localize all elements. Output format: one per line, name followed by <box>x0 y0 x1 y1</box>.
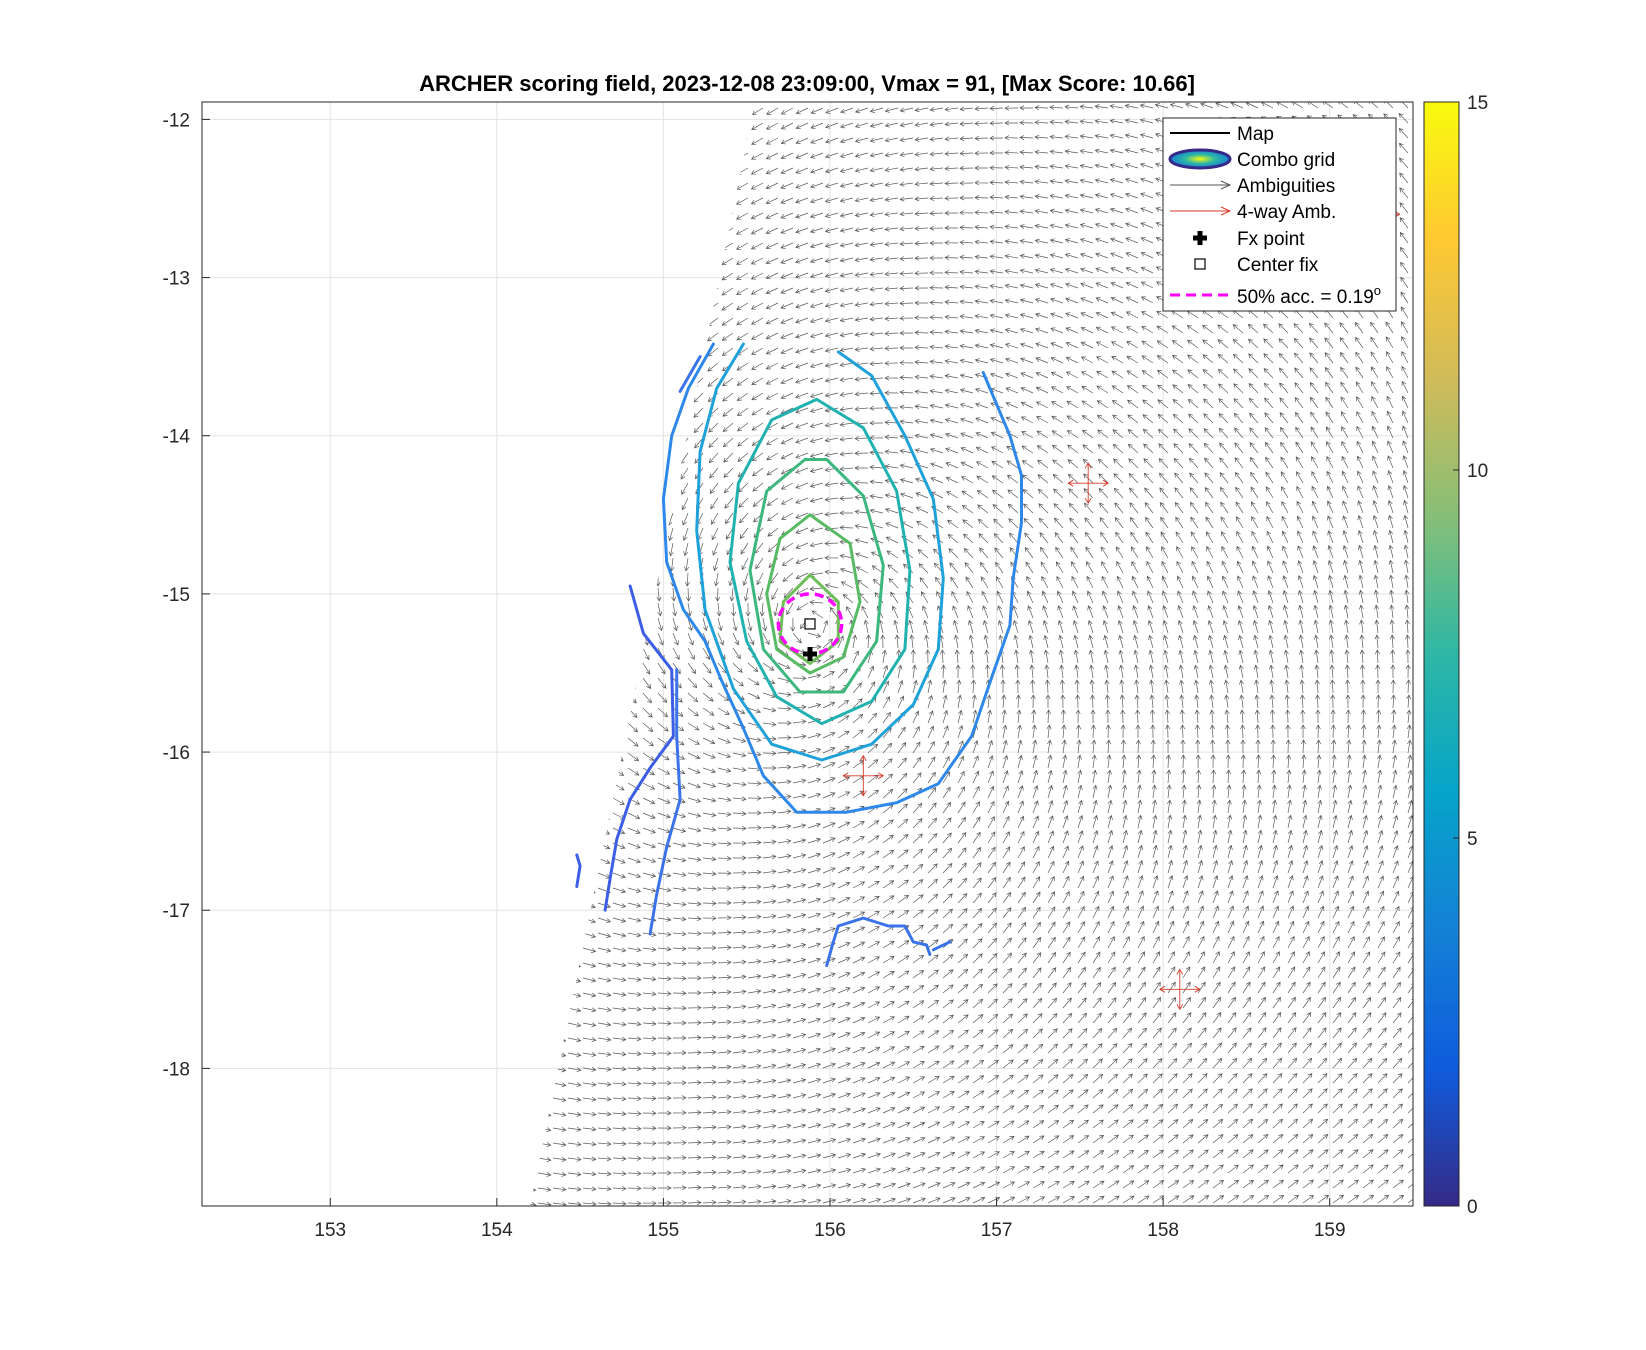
x-tick-label: 154 <box>481 1220 513 1241</box>
y-axis-ticks: -12 -13 -14 -15 -16 -17 -18 <box>163 110 210 1080</box>
score-contour <box>728 397 912 726</box>
x-tick-label: 155 <box>648 1220 680 1241</box>
x-tick-label: 158 <box>1147 1220 1179 1241</box>
score-contour <box>575 853 582 888</box>
plot-frame <box>201 101 1414 1207</box>
y-tick-label: -18 <box>163 1059 190 1080</box>
score-contour <box>931 940 952 952</box>
legend-4way-label: 4-way Amb. <box>1237 202 1336 223</box>
legend-combo-label: Combo grid <box>1237 150 1335 171</box>
fix-markers <box>776 592 844 661</box>
legend-center-fix-label: Center fix <box>1237 255 1319 276</box>
wind-vector-field <box>530 102 1413 1206</box>
score-contour <box>825 916 932 968</box>
score-contour <box>603 584 675 912</box>
legend: Map Combo grid Ambiguities 4-way Amb. Fx… <box>1162 117 1397 312</box>
legend-ambiguities-arrowhead <box>1220 180 1232 190</box>
four-way-ambiguities <box>842 193 1401 1011</box>
colorbar-tick-label: 15 <box>1467 93 1488 114</box>
y-tick-label: -17 <box>163 901 190 922</box>
score-contour <box>765 513 862 675</box>
colorbar-tick-label: 5 <box>1467 829 1478 850</box>
y-tick-label: -14 <box>163 427 191 448</box>
score-contour <box>648 668 682 936</box>
x-axis-ticks: 153 154 155 156 157 158 159 <box>314 1198 1346 1241</box>
y-tick-label: -16 <box>163 743 190 764</box>
score-contour <box>695 342 945 762</box>
legend-map-label: Map <box>1237 124 1274 145</box>
colorbar-tick-label: 0 <box>1467 1197 1478 1218</box>
legend-accuracy-label: 50% acc. = 0.19o <box>1237 283 1381 308</box>
colorbar: 0 5 10 15 <box>1423 93 1488 1218</box>
y-tick-label: -15 <box>163 585 190 606</box>
chart-title: ARCHER scoring field, 2023-12-08 23:09:0… <box>419 71 1195 96</box>
x-tick-label: 156 <box>814 1220 846 1241</box>
x-tick-label: 153 <box>314 1220 346 1241</box>
score-contour <box>678 355 702 393</box>
colorbar-gradient <box>1423 101 1460 1207</box>
colorbar-ticks: 0 5 10 15 <box>1453 93 1488 1218</box>
x-tick-label: 157 <box>981 1220 1013 1241</box>
y-tick-label: -13 <box>163 269 190 290</box>
legend-ambiguities-label: Ambiguities <box>1237 176 1335 197</box>
four-way-ambiguity-arrow <box>1158 968 1201 1011</box>
four-way-ambiguity-arrow <box>842 754 885 797</box>
y-tick-label: -12 <box>163 110 190 131</box>
colorbar-tick-label: 10 <box>1467 461 1488 482</box>
legend-accuracy-degree: o <box>1374 283 1381 298</box>
fx-point-marker <box>802 647 817 661</box>
x-tick-label: 159 <box>1314 1220 1346 1241</box>
legend-fx-point-marker <box>1193 231 1207 245</box>
legend-combo-swatch <box>1168 148 1232 170</box>
score-contour <box>661 342 1023 814</box>
score-contour <box>748 458 885 694</box>
score-contour <box>778 573 840 665</box>
four-way-ambiguity-arrow <box>1067 462 1110 505</box>
combo-grid-contours <box>575 342 1023 968</box>
legend-center-fix-marker <box>1194 258 1206 270</box>
center-fix-marker <box>804 618 816 630</box>
legend-4way-arrowhead <box>1220 206 1232 216</box>
ambiguity-arrows <box>530 102 1413 1206</box>
legend-fx-point-label: Fx point <box>1237 229 1305 250</box>
legend-accuracy-text: 50% acc. = 0.19 <box>1237 287 1374 308</box>
